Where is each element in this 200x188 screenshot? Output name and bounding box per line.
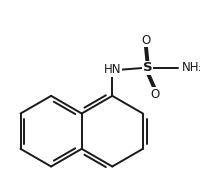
Text: O: O <box>141 34 150 47</box>
Text: NH₂: NH₂ <box>182 61 200 74</box>
Text: S: S <box>143 61 152 74</box>
Text: HN: HN <box>104 63 121 76</box>
Text: O: O <box>150 87 160 101</box>
